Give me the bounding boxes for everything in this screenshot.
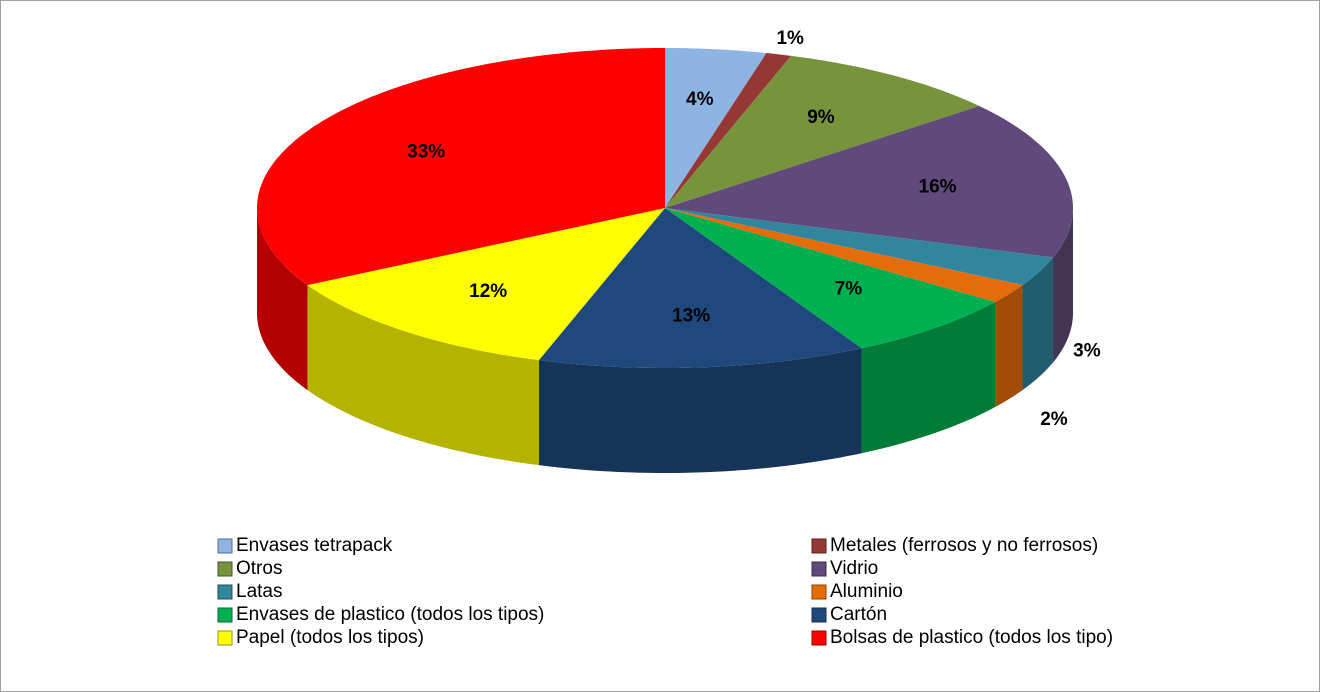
legend-swatch — [811, 561, 827, 577]
data-label: 12% — [469, 281, 507, 302]
slice — [665, 106, 1073, 258]
slice-side — [995, 285, 1023, 408]
legend-label: Aluminio — [830, 581, 903, 602]
slice-side — [1053, 208, 1073, 363]
slice — [257, 48, 665, 286]
slice — [665, 53, 792, 208]
data-label: 16% — [919, 177, 957, 198]
slice-side — [257, 208, 308, 391]
legend-label: Vidrio — [830, 558, 878, 579]
slice — [665, 48, 767, 208]
slice-side — [538, 348, 862, 473]
legend-label: Otros — [236, 558, 282, 579]
legend-swatch — [811, 630, 827, 646]
slice — [665, 208, 1023, 303]
slice — [665, 208, 1054, 286]
legend-swatch — [217, 561, 233, 577]
slice — [538, 208, 862, 368]
legend-swatch — [811, 584, 827, 600]
legend-label: Bolsas de plastico (todos los tipo) — [830, 627, 1113, 648]
data-label: 2% — [1040, 409, 1068, 430]
data-label: 33% — [407, 142, 445, 163]
slice-side — [307, 285, 539, 466]
legend-swatch — [811, 607, 827, 623]
data-label: 4% — [686, 89, 714, 110]
legend-label: Envases tetrapack — [236, 535, 393, 556]
data-label: 3% — [1073, 340, 1101, 361]
slice — [665, 55, 980, 208]
legend-label: Envases de plastico (todos los tipos) — [236, 604, 544, 625]
slice-side — [1022, 257, 1054, 391]
data-label: 1% — [776, 28, 804, 49]
slice — [665, 208, 996, 349]
data-label: 13% — [672, 305, 710, 326]
legend-label: Cartón — [830, 604, 887, 625]
data-label: 7% — [835, 279, 863, 300]
legend-label: Metales (ferrosos y no ferrosos) — [830, 535, 1098, 556]
legend-swatch — [217, 630, 233, 646]
data-label: 9% — [807, 107, 835, 128]
slice — [307, 208, 665, 361]
legend-label: Papel (todos los tipos) — [236, 627, 424, 648]
legend-label: Latas — [236, 581, 282, 602]
legend-swatch — [217, 607, 233, 623]
slice-side — [861, 302, 996, 454]
legend-swatch — [811, 538, 827, 554]
legend-swatch — [217, 538, 233, 554]
legend-swatch — [217, 584, 233, 600]
